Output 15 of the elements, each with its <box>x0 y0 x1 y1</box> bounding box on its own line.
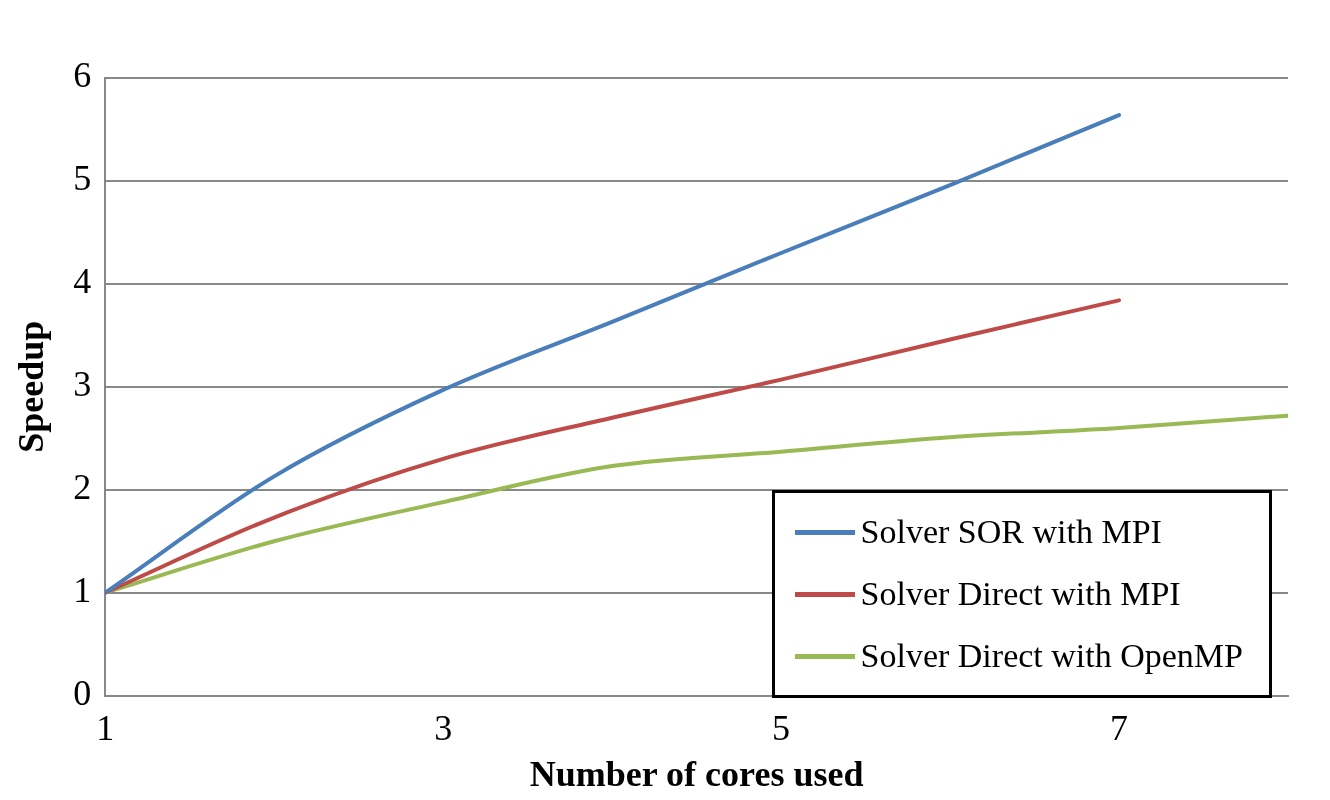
y-tick-label: 6 <box>73 55 92 96</box>
y-tick-label: 1 <box>73 570 92 611</box>
legend-label: Solver Direct with MPI <box>860 575 1181 613</box>
x-tick-label: 7 <box>1110 707 1129 748</box>
y-tick-label: 4 <box>73 261 92 302</box>
y-tick-label: 0 <box>73 673 92 714</box>
y-tick-label: 3 <box>73 364 92 405</box>
y-axis-title: Speedup <box>10 320 51 453</box>
x-tick-label: 3 <box>434 707 453 748</box>
legend-label: Solver SOR with MPI <box>860 513 1162 551</box>
x-tick-label: 5 <box>772 707 791 748</box>
y-tick-label: 5 <box>73 158 92 199</box>
legend-label: Solver Direct with OpenMP <box>860 637 1243 675</box>
y-tick-label: 2 <box>73 467 92 508</box>
x-axis-title: Number of cores used <box>529 753 864 794</box>
